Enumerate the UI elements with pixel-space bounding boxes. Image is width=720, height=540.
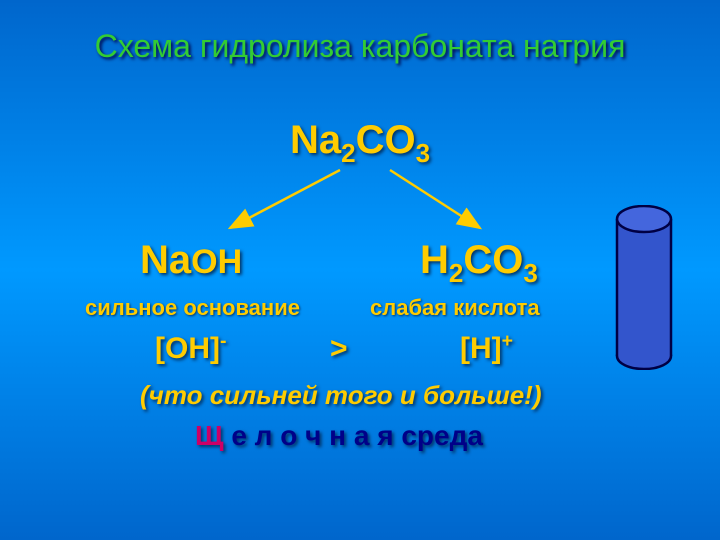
left-formula: NaOH	[140, 238, 242, 283]
oh-text: OH	[191, 243, 242, 281]
comparison-gt: >	[330, 332, 348, 366]
slide-title: Схема гидролиза карбоната натрия	[0, 0, 720, 65]
left-description: сильное основание	[85, 295, 300, 321]
h-text: H	[420, 238, 449, 282]
test-tube-icon	[615, 205, 673, 370]
ion-h-charge: +	[502, 330, 513, 352]
sub-2: 2	[449, 258, 463, 288]
right-formula: H2CO3	[420, 238, 538, 283]
split-arrows	[200, 160, 520, 240]
slide: Схема гидролиза карбоната натрия Na2CO3 …	[0, 0, 720, 540]
arrow-left	[230, 170, 340, 228]
sub-3: 3	[523, 258, 537, 288]
environment-label: Щ е л о ч н а я среда	[195, 420, 483, 452]
ion-oh: [OH]-	[155, 332, 226, 366]
env-first-letter: Щ	[195, 420, 224, 451]
co-text: CO	[356, 118, 416, 162]
ion-h-text: [H]	[460, 332, 502, 365]
co-text: CO	[463, 238, 523, 282]
top-formula: Na2CO3	[0, 118, 720, 163]
note-text: (что сильней того и больше!)	[140, 380, 542, 411]
ion-oh-charge: -	[220, 330, 227, 352]
na-text: Na	[140, 238, 191, 282]
env-rest: е л о ч н а я среда	[224, 420, 483, 451]
na-text: Na	[290, 118, 341, 162]
arrow-right	[390, 170, 480, 228]
right-description: слабая кислота	[370, 295, 540, 321]
ion-h: [H]+	[460, 332, 513, 366]
ion-oh-text: [OH]	[155, 332, 220, 365]
